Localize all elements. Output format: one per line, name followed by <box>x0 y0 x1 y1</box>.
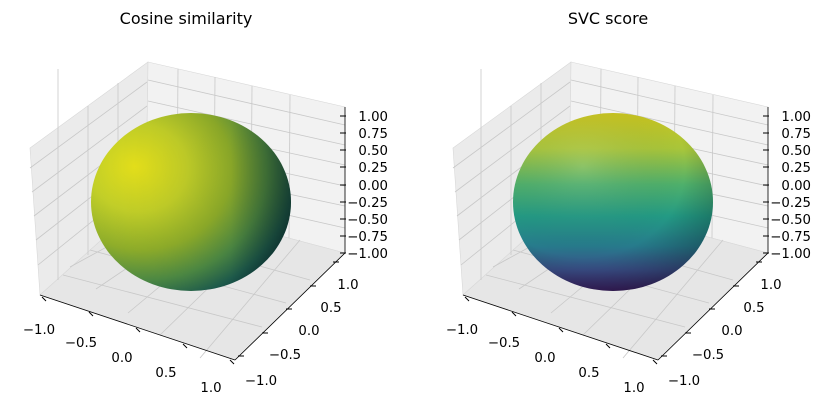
z-tick-label: −0.50 <box>347 213 388 228</box>
y-tick-label: 0.5 <box>743 301 764 316</box>
z-tick-label: −0.75 <box>347 230 388 245</box>
y-tick-label: 0.5 <box>320 301 341 316</box>
y-tick-label: −0.5 <box>269 348 301 363</box>
z-tick-label: −1.00 <box>347 247 388 262</box>
sphere-shading <box>91 113 291 291</box>
x-tick-label: −0.5 <box>65 336 97 351</box>
x-tick-labels: −1.0 −0.5 0.0 0.5 1.0 <box>446 296 658 396</box>
panel-svc-score: SVC score <box>446 9 811 396</box>
y-axis-line <box>657 252 769 361</box>
chart-title: SVC score <box>568 9 648 28</box>
z-tick-label: 0.25 <box>781 161 811 176</box>
y-axis-line <box>234 252 346 361</box>
x-tick-label: −1.0 <box>23 323 55 338</box>
x-tick-label: 0.5 <box>578 366 599 381</box>
y-tick-labels: −1.0 −0.5 0.0 0.5 1.0 <box>238 261 359 389</box>
panel-cosine-similarity: Cosine similarity <box>23 9 388 396</box>
x-tick-label: 1.0 <box>623 381 644 396</box>
y-tick-label: 1.0 <box>760 278 781 293</box>
z-tick-label: 0.25 <box>358 161 388 176</box>
y-tick-label: −1.0 <box>668 374 700 389</box>
z-tick-label: 1.00 <box>781 110 811 125</box>
x-tick-labels: −1.0 −0.5 0.0 0.5 1.0 <box>23 296 235 396</box>
x-tick-label: −0.5 <box>488 336 520 351</box>
x-tick-label: −1.0 <box>446 323 478 338</box>
x-tick-label: 0.0 <box>534 351 555 366</box>
z-tick-label: 1.00 <box>358 110 388 125</box>
z-tick-label: 0.50 <box>358 144 388 159</box>
z-tick-label: −0.25 <box>770 196 811 211</box>
z-tick-label: 0.50 <box>781 144 811 159</box>
x-axis-line <box>462 294 659 361</box>
z-tick-label: 0.75 <box>358 127 388 142</box>
z-tick-labels: 1.00 0.75 0.50 0.25 0.00 −0.25 −0.50 −0.… <box>763 110 811 262</box>
x-tick-label: 1.0 <box>200 381 221 396</box>
y-tick-label: 0.0 <box>721 324 742 339</box>
y-tick-label: −1.0 <box>245 374 277 389</box>
sphere-shading <box>513 113 713 291</box>
y-tick-label: 0.0 <box>298 324 319 339</box>
z-tick-label: −0.50 <box>770 213 811 228</box>
z-tick-labels: 1.00 0.75 0.50 0.25 0.00 −0.25 −0.50 −0.… <box>340 110 388 262</box>
z-tick-label: 0.00 <box>781 179 811 194</box>
x-tick-label: 0.0 <box>111 351 132 366</box>
y-tick-label: −0.5 <box>692 348 724 363</box>
z-tick-label: −0.75 <box>770 230 811 245</box>
z-tick-label: −1.00 <box>770 247 811 262</box>
z-tick-label: 0.00 <box>358 179 388 194</box>
x-axis-line <box>39 294 236 361</box>
x-tick-label: 0.5 <box>155 366 176 381</box>
y-tick-labels: −1.0 −0.5 0.0 0.5 1.0 <box>661 261 782 389</box>
z-tick-label: −0.25 <box>347 196 388 211</box>
chart-title: Cosine similarity <box>120 9 253 28</box>
y-tick-label: 1.0 <box>337 278 358 293</box>
z-tick-label: 0.75 <box>781 127 811 142</box>
